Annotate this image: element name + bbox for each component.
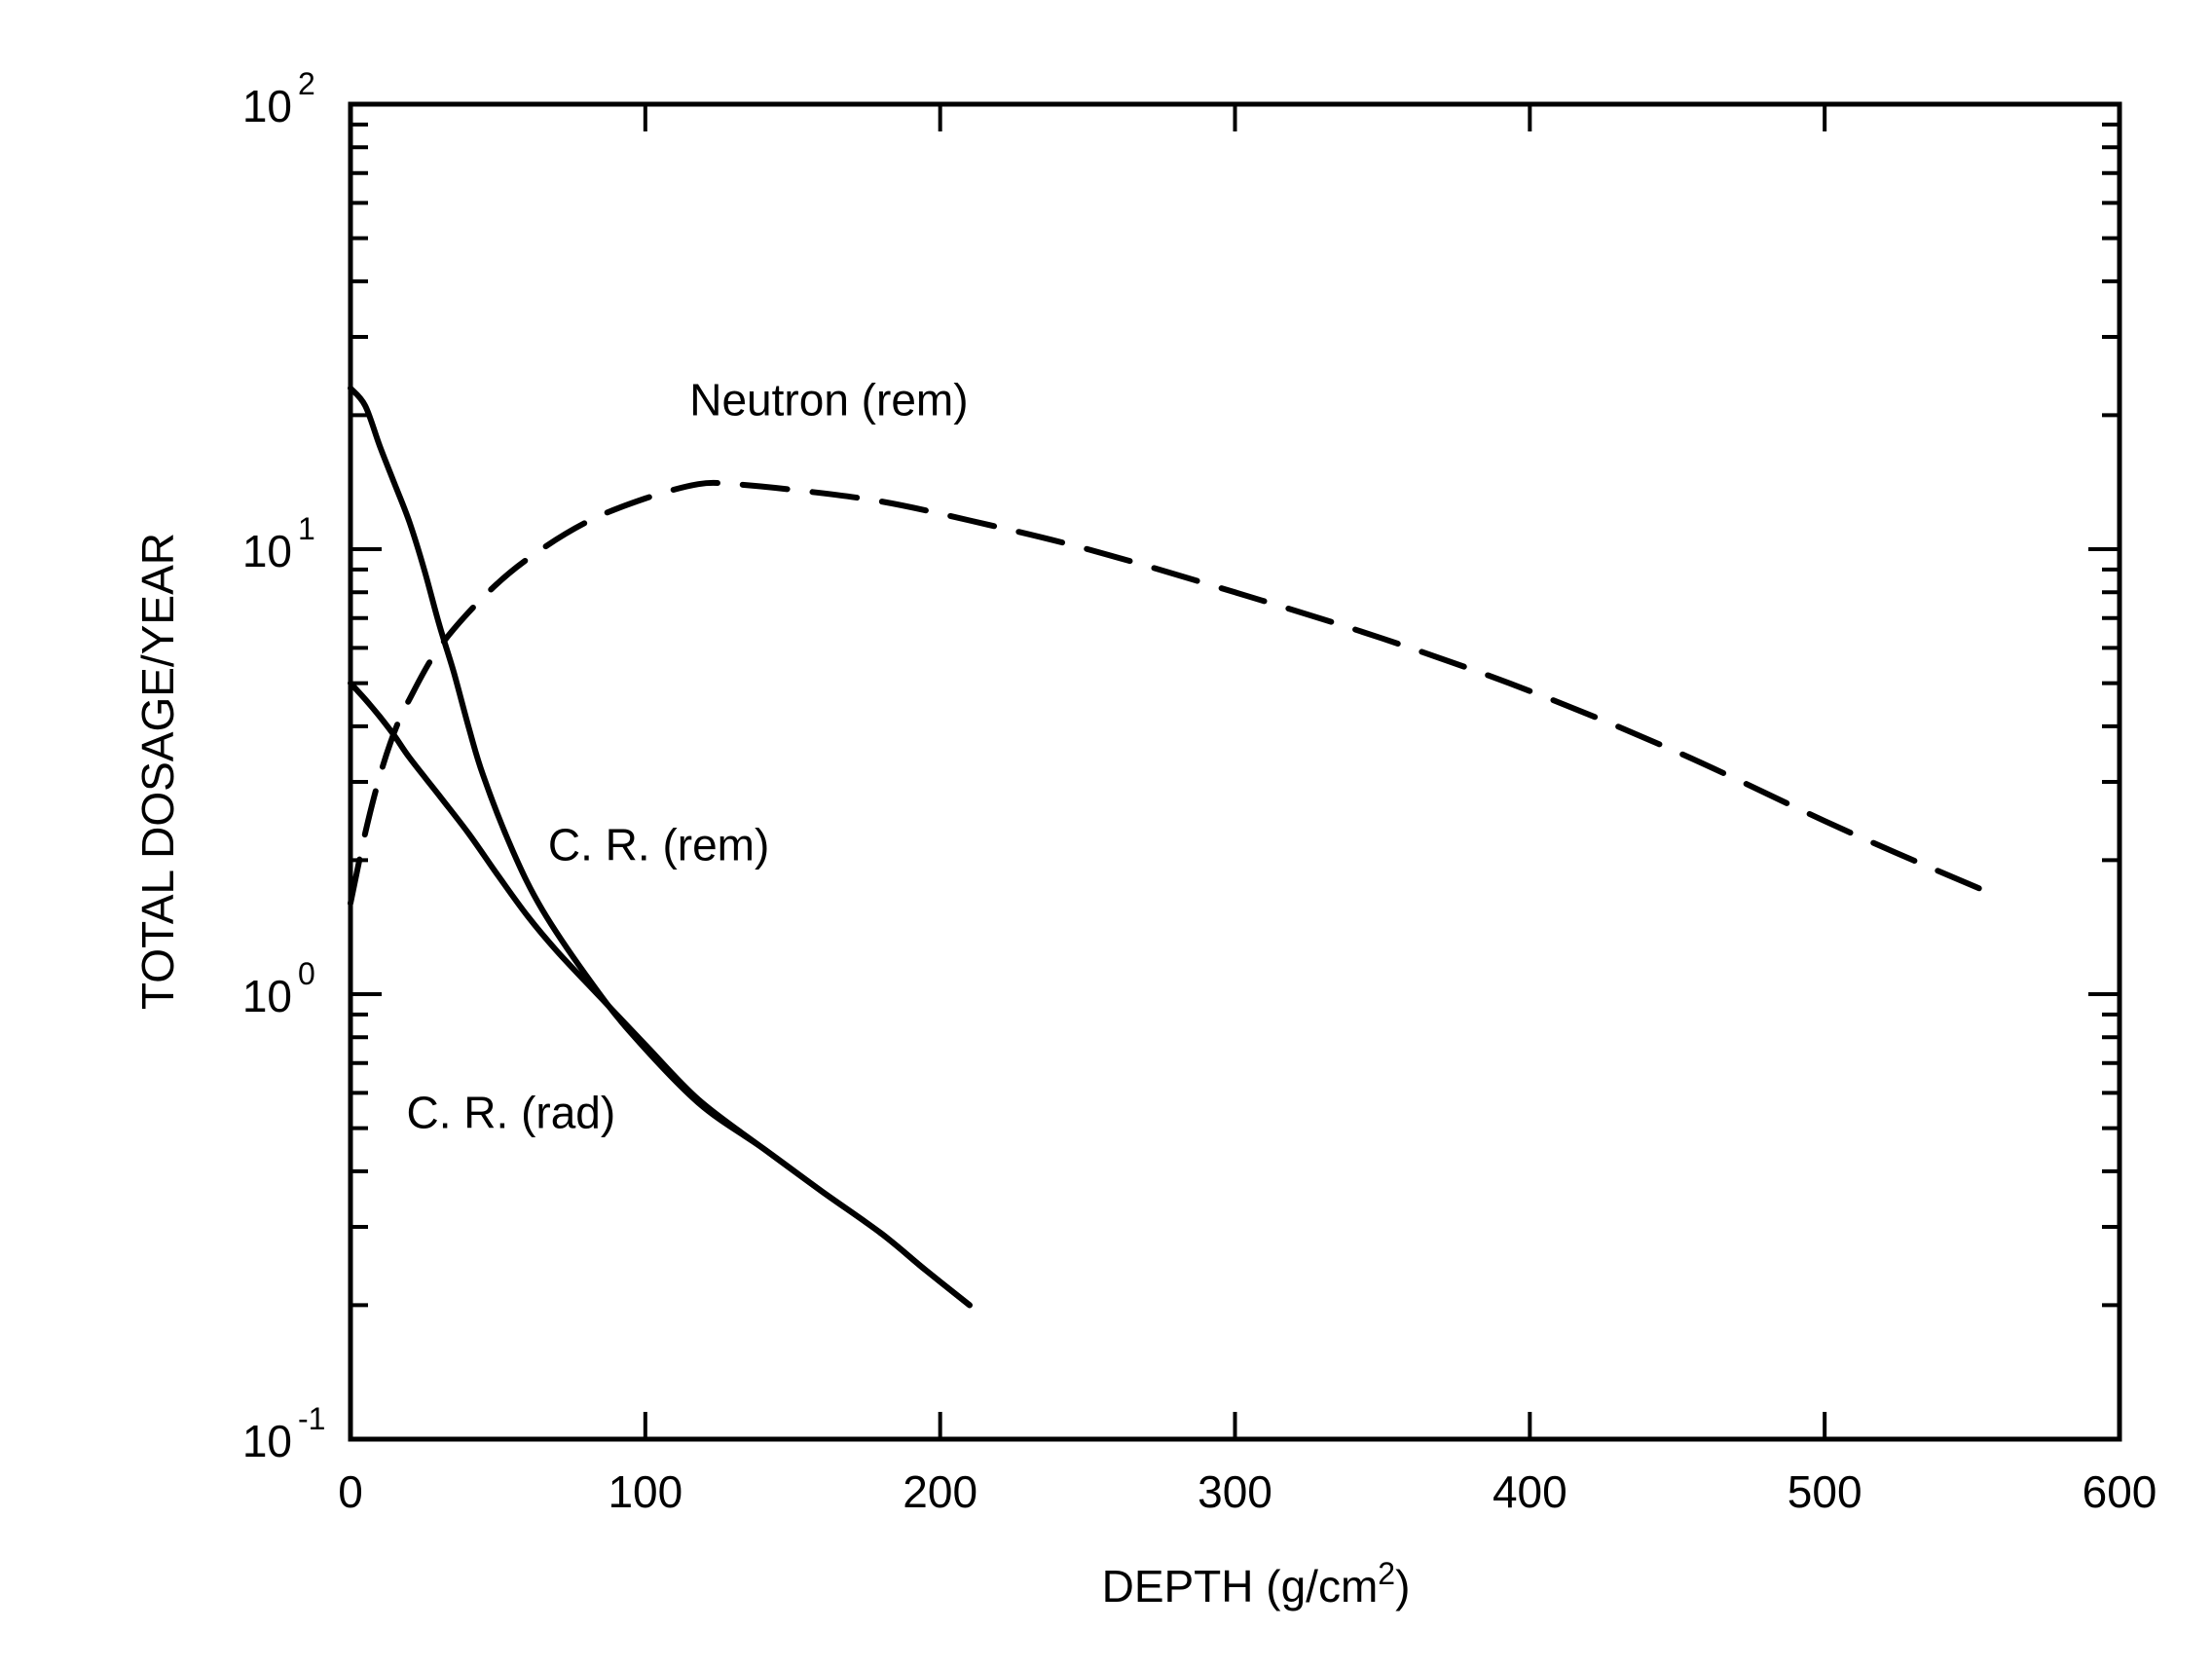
x-axis-title-sup: 2 bbox=[1378, 1556, 1395, 1591]
series-annotation: Neutron (rem) bbox=[689, 374, 968, 425]
x-tick-label: 500 bbox=[1788, 1466, 1862, 1517]
y-tick-exponent: 2 bbox=[298, 66, 315, 101]
y-tick-label: 10 bbox=[242, 1416, 292, 1466]
y-tick-label: 10 bbox=[242, 526, 292, 576]
ticks-layer bbox=[350, 104, 2120, 1439]
series-annotation: C. R. (rem) bbox=[548, 819, 769, 870]
x-tick-label: 100 bbox=[608, 1466, 682, 1517]
x-tick-label: 300 bbox=[1198, 1466, 1272, 1517]
y-tick-exponent: -1 bbox=[298, 1401, 325, 1436]
y-axis-title: TOTAL DOSAGE/YEAR bbox=[132, 533, 183, 1010]
x-axis-title: DEPTH (g/cm2) bbox=[1102, 1556, 1411, 1611]
x-tick-label: 0 bbox=[338, 1466, 363, 1517]
x-axis-title-close: ) bbox=[1395, 1561, 1410, 1611]
y-tick-exponent: 0 bbox=[298, 956, 315, 991]
x-tick-label: 400 bbox=[1493, 1466, 1567, 1517]
x-axis-title-main: DEPTH (g/cm bbox=[1102, 1561, 1379, 1611]
y-tick-exponent: 1 bbox=[298, 511, 315, 546]
y-tick-label: 10 bbox=[242, 971, 292, 1021]
series-line-c-r-rad bbox=[348, 680, 973, 1309]
x-tick-label: 600 bbox=[2083, 1466, 2157, 1517]
series-layer bbox=[348, 385, 1990, 1309]
y-tick-label: 10 bbox=[242, 81, 292, 131]
plot-frame bbox=[348, 101, 2122, 1442]
series-line-neutron-rem bbox=[348, 479, 1990, 907]
x-tick-label: 200 bbox=[903, 1466, 977, 1517]
series-annotation: C. R. (rad) bbox=[407, 1088, 616, 1138]
